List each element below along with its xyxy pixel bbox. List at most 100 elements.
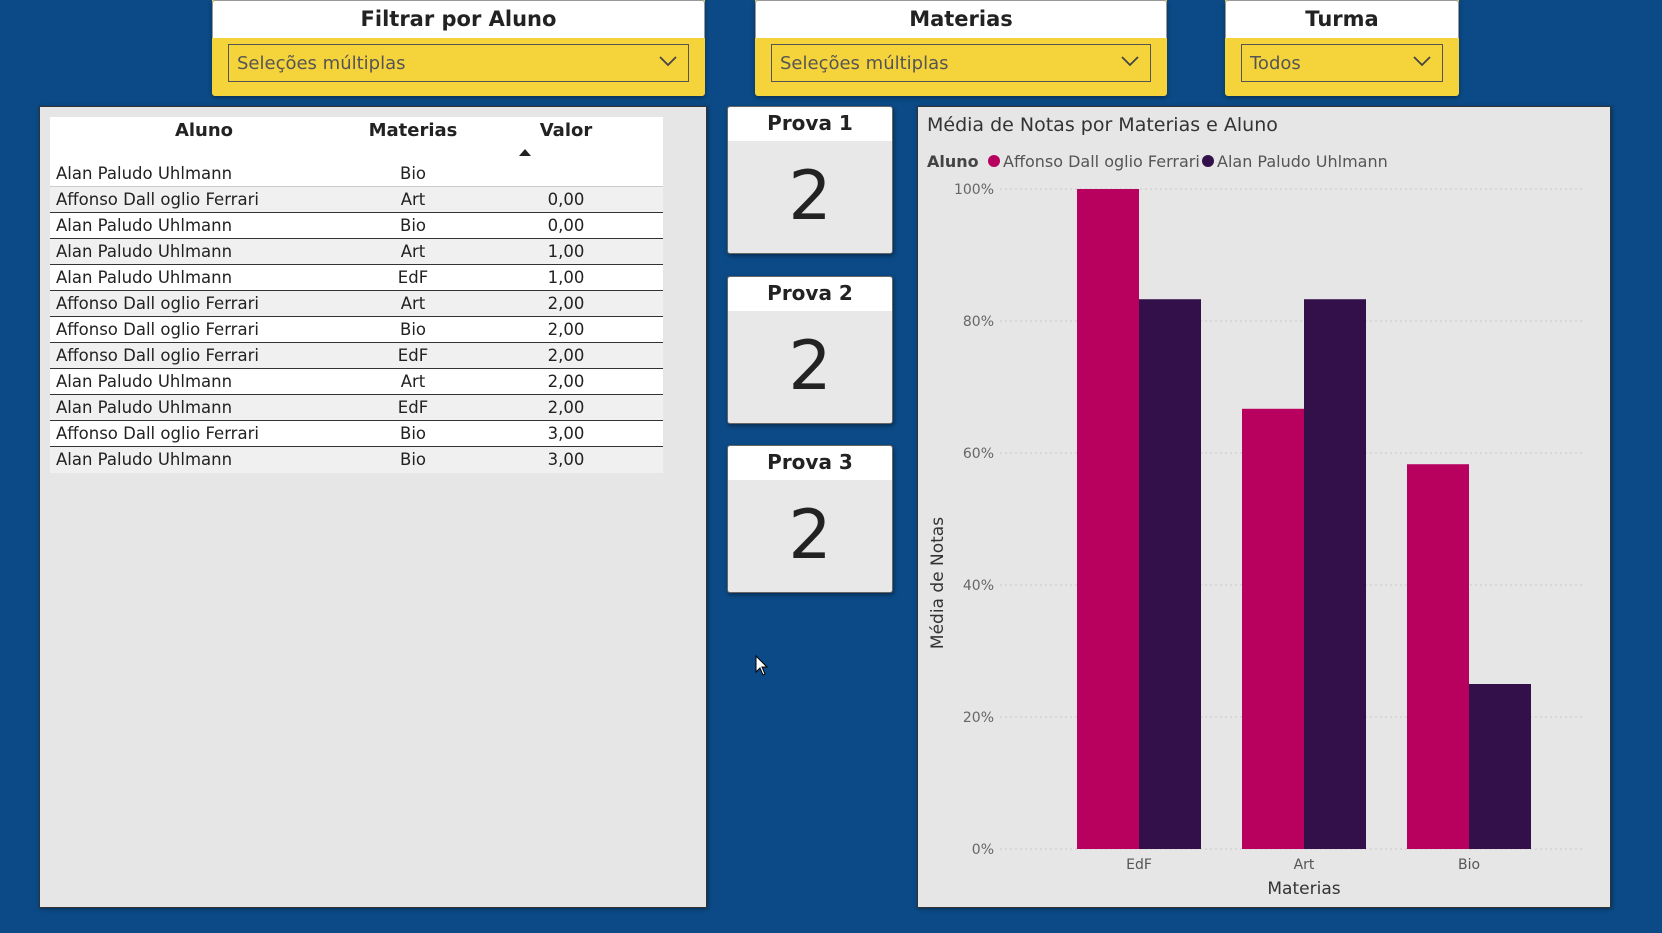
bar-edf-series-1[interactable] — [1139, 299, 1201, 850]
header-valor[interactable]: Valor — [539, 120, 593, 141]
cell-valor: 2,00 — [547, 346, 585, 365]
materias-dropdown[interactable]: Seleções múltiplas — [771, 44, 1151, 82]
card-prova-2: Prova 2 2 — [727, 276, 893, 424]
table-header: Aluno Materias Valor — [50, 117, 663, 161]
x-tick-label: Bio — [1458, 857, 1480, 873]
header-materias[interactable]: Materias — [368, 120, 458, 141]
table-row[interactable]: Affonso Dall oglio Ferrari EdF 2,00 — [50, 343, 663, 369]
x-axis-label: Materias — [1267, 879, 1340, 899]
data-table: Aluno Materias Valor Alan Paludo Uhlmann… — [50, 117, 663, 473]
slicer-turma: Turma Todos — [1225, 0, 1459, 96]
y-tick-label: 20% — [963, 710, 994, 726]
legend-title: Aluno — [927, 152, 979, 171]
cell-valor: 0,00 — [547, 216, 585, 235]
cell-aluno: Alan Paludo Uhlmann — [56, 164, 233, 183]
dropdown-value: Todos — [1250, 53, 1301, 74]
slicer-title: Turma — [1225, 0, 1459, 38]
table-row[interactable]: Affonso Dall oglio Ferrari Art 0,00 — [50, 187, 663, 213]
card-prova-3: Prova 3 2 — [727, 445, 893, 593]
cell-materias: Art — [400, 294, 426, 313]
table-row[interactable]: Affonso Dall oglio Ferrari Art 2,00 — [50, 291, 663, 317]
dropdown-value: Seleções múltiplas — [780, 53, 949, 74]
table-row[interactable]: Alan Paludo Uhlmann EdF 1,00 — [50, 265, 663, 291]
table-row[interactable]: Alan Paludo Uhlmann Bio 3,00 — [50, 447, 663, 473]
bar-edf-series-0[interactable] — [1077, 189, 1139, 849]
legend-label-alan[interactable]: Alan Paludo Uhlmann — [1217, 152, 1388, 171]
bar-chart[interactable]: Média de Notas por Materias e Aluno Alun… — [918, 107, 1612, 909]
chevron-down-icon — [1121, 56, 1139, 67]
cell-valor: 2,00 — [547, 320, 585, 339]
card-value: 2 — [788, 327, 832, 406]
chart-visual: Média de Notas por Materias e Aluno Alun… — [917, 106, 1611, 908]
cell-aluno: Affonso Dall oglio Ferrari — [56, 320, 259, 339]
cell-materias: Bio — [400, 216, 426, 235]
card-prova-1: Prova 1 2 — [727, 106, 893, 254]
cell-materias: Bio — [400, 424, 426, 443]
table-row[interactable]: Alan Paludo Uhlmann Bio — [50, 161, 663, 187]
cell-materias: EdF — [397, 346, 429, 365]
y-tick-label: 40% — [963, 578, 994, 594]
table-row[interactable]: Alan Paludo Uhlmann Art 1,00 — [50, 239, 663, 265]
cell-materias: EdF — [397, 268, 429, 287]
chevron-down-icon — [1413, 56, 1431, 67]
y-tick-label: 80% — [963, 314, 994, 330]
y-tick-label: 60% — [963, 446, 994, 462]
table-row[interactable]: Affonso Dall oglio Ferrari Bio 2,00 — [50, 317, 663, 343]
sort-ascending-icon[interactable] — [519, 149, 531, 156]
card-value: 2 — [788, 157, 832, 236]
cell-materias: Bio — [400, 320, 426, 339]
chevron-down-icon — [659, 56, 677, 67]
card-title: Prova 2 — [728, 277, 892, 311]
slicer-materias: Materias Seleções múltiplas — [755, 0, 1167, 96]
dropdown-value: Seleções múltiplas — [237, 53, 406, 74]
cell-materias: Bio — [400, 450, 426, 469]
slicer-filtrar-aluno: Filtrar por Aluno Seleções múltiplas — [212, 0, 705, 96]
cell-aluno: Affonso Dall oglio Ferrari — [56, 294, 259, 313]
bar-art-series-0[interactable] — [1242, 408, 1304, 849]
table-row[interactable]: Alan Paludo Uhlmann EdF 2,00 — [50, 395, 663, 421]
y-tick-label: 0% — [972, 842, 994, 858]
cell-aluno: Affonso Dall oglio Ferrari — [56, 424, 259, 443]
table-row[interactable]: Alan Paludo Uhlmann Art 2,00 — [50, 369, 663, 395]
cell-materias: Art — [400, 372, 426, 391]
x-tick-label: EdF — [1126, 857, 1152, 873]
slicer-title: Materias — [755, 0, 1167, 38]
cell-materias: EdF — [397, 398, 429, 417]
cell-aluno: Affonso Dall oglio Ferrari — [56, 346, 259, 365]
cell-valor: 0,00 — [547, 190, 585, 209]
cell-valor: 2,00 — [547, 294, 585, 313]
bar-art-series-1[interactable] — [1304, 299, 1366, 850]
card-title: Prova 3 — [728, 446, 892, 480]
card-title: Prova 1 — [728, 107, 892, 141]
header-aluno[interactable]: Aluno — [174, 120, 234, 141]
cell-valor: 2,00 — [547, 372, 585, 391]
aluno-dropdown[interactable]: Seleções múltiplas — [228, 44, 689, 82]
bar-bio-series-1[interactable] — [1469, 684, 1531, 849]
legend-marker-alan — [1202, 155, 1214, 167]
slicer-title: Filtrar por Aluno — [212, 0, 705, 38]
table-row[interactable]: Alan Paludo Uhlmann Bio 0,00 — [50, 213, 663, 239]
table-visual: Aluno Materias Valor Alan Paludo Uhlmann… — [39, 106, 707, 908]
cell-valor: 3,00 — [547, 424, 585, 443]
cell-materias: Art — [400, 190, 426, 209]
turma-dropdown[interactable]: Todos — [1241, 44, 1443, 82]
y-tick-label: 100% — [954, 182, 994, 198]
cell-aluno: Alan Paludo Uhlmann — [56, 216, 233, 235]
card-value: 2 — [788, 496, 832, 575]
chart-title: Média de Notas por Materias e Aluno — [927, 114, 1278, 136]
legend-label-affonso[interactable]: Affonso Dall oglio Ferrari — [1003, 152, 1200, 171]
cell-valor: 1,00 — [547, 268, 585, 287]
y-axis-label: Média de Notas — [928, 517, 948, 649]
cell-aluno: Alan Paludo Uhlmann — [56, 242, 233, 261]
cell-aluno: Alan Paludo Uhlmann — [56, 398, 233, 417]
mouse-cursor-icon — [755, 655, 769, 676]
cell-valor: 1,00 — [547, 242, 585, 261]
table-row[interactable]: Affonso Dall oglio Ferrari Bio 3,00 — [50, 421, 663, 447]
cell-materias: Bio — [400, 164, 426, 183]
x-tick-label: Art — [1294, 857, 1315, 873]
axis-ticks: 0% 20% 40% 60% 80% 100% EdF Art Bio — [954, 182, 1480, 873]
bar-bio-series-0[interactable] — [1407, 464, 1469, 849]
cell-aluno: Alan Paludo Uhlmann — [56, 268, 233, 287]
cell-materias: Art — [400, 242, 426, 261]
cell-aluno: Affonso Dall oglio Ferrari — [56, 190, 259, 209]
